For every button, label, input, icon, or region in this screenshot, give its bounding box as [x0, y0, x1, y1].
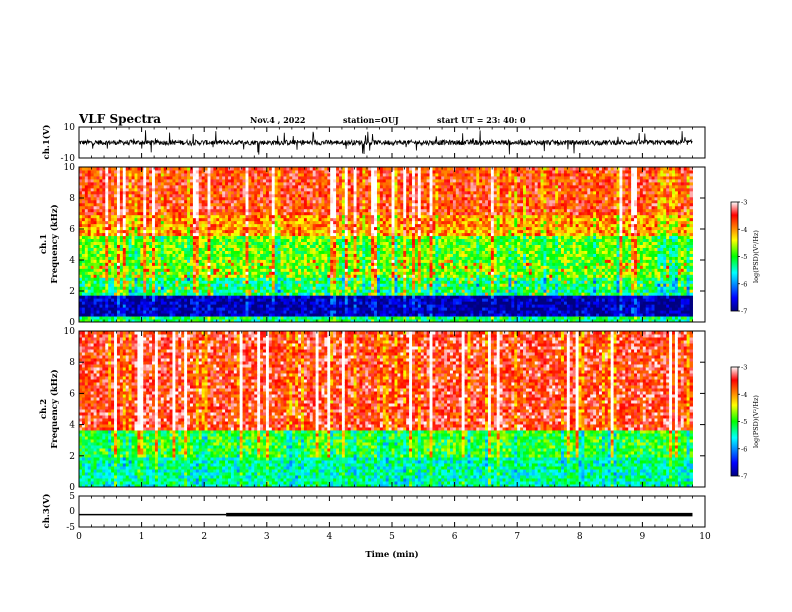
ch1-ytick-bottom: -10	[61, 154, 76, 164]
x-tick-2: 2	[201, 532, 207, 542]
ch3-ylabel: ch.3(V)	[41, 494, 52, 529]
ch1-colorbar-gradient	[730, 201, 739, 312]
ch2-spectrogram-ytick-8: 8	[69, 358, 75, 368]
date-label: Nov.4 , 2022	[250, 115, 305, 125]
ch1-spectrogram-ytick-10: 10	[64, 163, 76, 173]
ch2-spectrogram-ylabel-frequency: Frequency (kHz)	[49, 369, 60, 448]
ch1-colorbar-tick--7: -7	[741, 308, 747, 316]
ch1-spectrogram-ytick-2: 2	[69, 287, 75, 297]
ch2-spectrogram-ytick-2: 2	[69, 452, 75, 462]
x-tick-1: 1	[139, 532, 145, 542]
ch3-ytick-bottom: -5	[66, 523, 75, 533]
figure-title: VLF Spectra	[78, 112, 161, 126]
ch1-spectrogram-ytick-0: 0	[69, 318, 75, 328]
x-tick-6: 6	[452, 532, 458, 542]
ch1-waveform-line	[78, 130, 693, 155]
x-tick-0: 0	[76, 532, 82, 542]
ch1-spectrogram-ylabel-frequency: Frequency (kHz)	[49, 204, 60, 283]
ch1-colorbar-tick--6: -6	[741, 280, 747, 288]
ch2-spectrogram-ytick-10: 10	[64, 327, 76, 337]
x-axis-label: Time (min)	[365, 549, 418, 560]
ch2-colorbar-tick--7: -7	[741, 473, 747, 481]
ch3-ytick-mid: 0	[69, 507, 75, 517]
ch1-spectrogram-ytick-6: 6	[69, 225, 75, 235]
ch1-spectrogram-ylabel-channel: ch.1	[39, 234, 49, 254]
ch1-colorbar-label: log(PSD)(V²/Hz)	[752, 230, 760, 283]
start-time-label: start UT = 23: 40: 0	[437, 115, 526, 125]
ch2-colorbar-tick--5: -5	[741, 418, 747, 426]
ch1-colorbar-tick--5: -5	[741, 253, 747, 261]
ch2-colorbar-tick--6: -6	[741, 445, 747, 453]
x-tick-5: 5	[389, 532, 395, 542]
x-tick-7: 7	[514, 532, 520, 542]
ch2-spectrogram-ytick-4: 4	[69, 421, 75, 431]
ch2-colorbar-tick--4: -4	[741, 391, 747, 399]
x-tick-3: 3	[264, 532, 270, 542]
ch2-spectrogram-ytick-0: 0	[69, 483, 75, 493]
ch1-colorbar-tick--4: -4	[741, 226, 747, 234]
ch1-spectrogram-ytick-4: 4	[69, 256, 75, 266]
ch1-colorbar: -3 -4 -5 -6 -7 log(PSD)(V²/Hz)	[730, 199, 760, 316]
ch3-waveform-panel: 5 0 -5 ch.3(V) 0 1 2 3 4 5 6 7 8 9 10 Time (min)	[41, 492, 711, 560]
ch1-waveform-panel: 10 -10 ch.1(V)	[41, 123, 706, 164]
ch2-colorbar: -3 -4 -5 -6 -7 log(PSD)(V²/Hz)	[730, 364, 760, 481]
ch2-colorbar-label: log(PSD)(V²/Hz)	[752, 395, 760, 448]
x-tick-8: 8	[577, 532, 583, 542]
station-label: station=OUJ	[343, 115, 399, 125]
x-tick-10: 10	[699, 532, 711, 542]
ch2-spectrogram-panel: 0 2 4 6 8 10 ch.2 Frequency (kHz) -3 -4 -5 -6 -7 l…	[39, 327, 760, 493]
ch2-spectrogram-ytick-6: 6	[69, 389, 75, 399]
ch1-spectrogram-ytick-8: 8	[69, 194, 75, 204]
ch1-ylabel: ch.1(V)	[41, 125, 52, 160]
ch2-colorbar-gradient	[730, 366, 739, 477]
ch1-colorbar-tick--3: -3	[741, 199, 747, 207]
x-tick-9: 9	[640, 532, 646, 542]
ch1-spectrogram-panel: 0 2 4 6 8 10 ch.1 Frequency (kHz) -3 -4 -5 -6 -7 l…	[39, 163, 760, 328]
ch3-ytick-top: 5	[69, 492, 75, 502]
ch2-colorbar-tick--3: -3	[741, 364, 747, 372]
ch2-spectrogram-ylabel-channel: ch.2	[39, 399, 49, 419]
x-tick-4: 4	[327, 532, 333, 542]
ch1-ytick-top: 10	[64, 123, 76, 133]
